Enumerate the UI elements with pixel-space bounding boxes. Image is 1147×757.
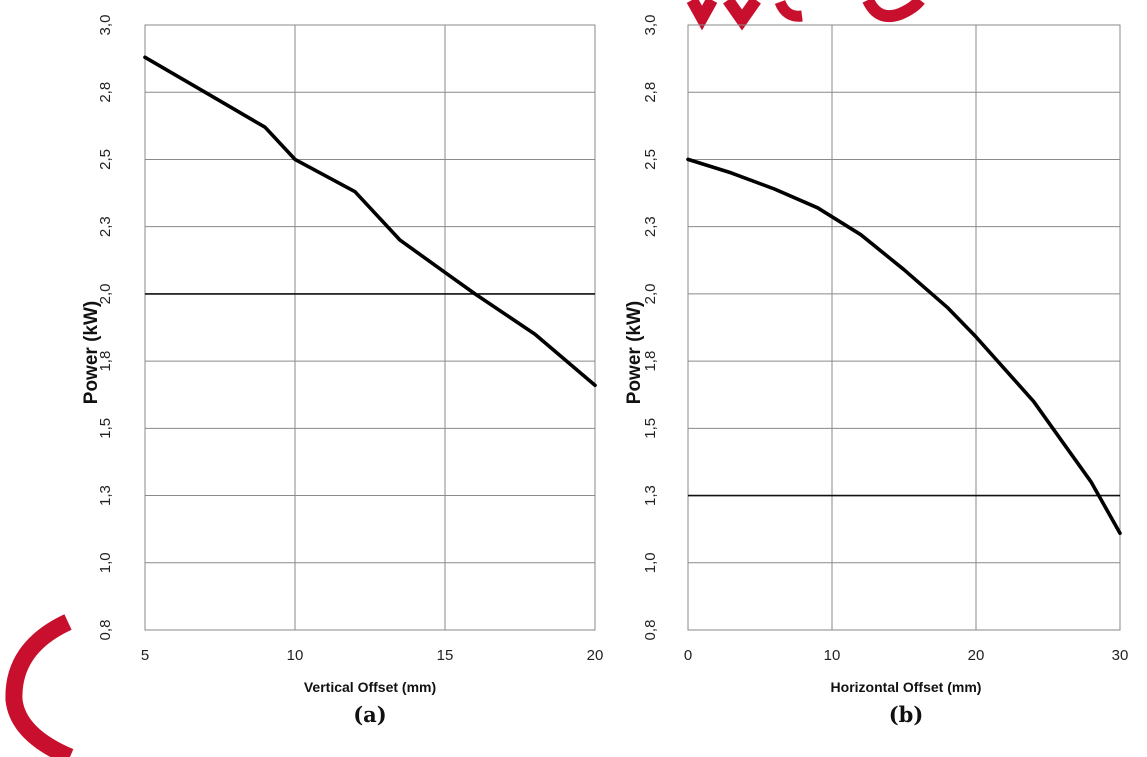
x-axis-title-b: Horizontal Offset (mm) xyxy=(831,679,982,695)
y-tick-label-a-9: 3,0 xyxy=(97,15,114,36)
y-tick-label-a-5: 2,0 xyxy=(97,283,114,304)
series-line-b-0 xyxy=(686,157,1122,535)
y-tick-label-b-0: 0,8 xyxy=(642,620,659,641)
logo-watermark-top xyxy=(686,0,925,31)
y-tick-label-a-4: 1,8 xyxy=(97,351,114,372)
x-axis-title-a: Vertical Offset (mm) xyxy=(304,679,436,695)
y-tick-label-a-6: 2,3 xyxy=(97,216,114,237)
chart-panel-b: 0 10 20 30 0,8 1,0 1,3 1,5 1,8 2,0 2,3 2,5 2,8 3,0 Hor… xyxy=(624,15,1128,727)
x-tick-label-a-3: 20 xyxy=(587,647,604,664)
x-tick-label-b-1: 10 xyxy=(824,647,841,664)
y-tick-label-a-7: 2,5 xyxy=(97,149,114,170)
y-tick-label-a-2: 1,3 xyxy=(97,485,114,506)
x-tick-label-b-3: 30 xyxy=(1112,647,1129,664)
y-tick-label-b-4: 1,8 xyxy=(642,351,659,372)
y-tick-label-a-1: 1,0 xyxy=(97,552,114,573)
panel-label-b: (b) xyxy=(889,702,924,727)
x-tick-label-b-2: 20 xyxy=(968,647,985,664)
plot-frame-b xyxy=(687,24,1121,631)
y-tick-label-b-1: 1,0 xyxy=(642,552,659,573)
y-tick-label-b-5: 2,0 xyxy=(642,283,659,304)
y-tick-label-b-2: 1,3 xyxy=(642,485,659,506)
logo-arc-left xyxy=(5,614,74,757)
x-tick-label-a-1: 10 xyxy=(287,647,304,664)
series-line-a-0 xyxy=(143,55,597,388)
x-tick-label-b-0: 0 xyxy=(684,647,692,664)
y-tick-label-b-9: 3,0 xyxy=(642,15,659,36)
y-tick-label-b-6: 2,3 xyxy=(642,216,659,237)
y-axis-title-a: Power (kW) xyxy=(81,301,102,404)
y-tick-label-a-0: 0,8 xyxy=(97,620,114,641)
x-tick-label-a-0: 5 xyxy=(141,647,149,664)
y-tick-label-a-8: 2,8 xyxy=(97,82,114,103)
plot-frame-a xyxy=(144,24,596,631)
y-tick-label-b-7: 2,5 xyxy=(642,149,659,170)
y-axis-title-b: Power (kW) xyxy=(624,301,645,404)
x-tick-label-a-2: 15 xyxy=(437,647,454,664)
y-tick-label-b-3: 1,5 xyxy=(642,418,659,439)
panel-label-a: (a) xyxy=(353,702,386,727)
y-tick-label-b-8: 2,8 xyxy=(642,82,659,103)
gridlines-b xyxy=(687,24,1121,631)
y-tick-label-a-3: 1,5 xyxy=(97,418,114,439)
chart-panel-a: 5 10 15 20 0,8 1,0 1,3 1,5 1,8 2,0 2,3 2,5 2,8 3,0 Ver… xyxy=(81,15,603,727)
